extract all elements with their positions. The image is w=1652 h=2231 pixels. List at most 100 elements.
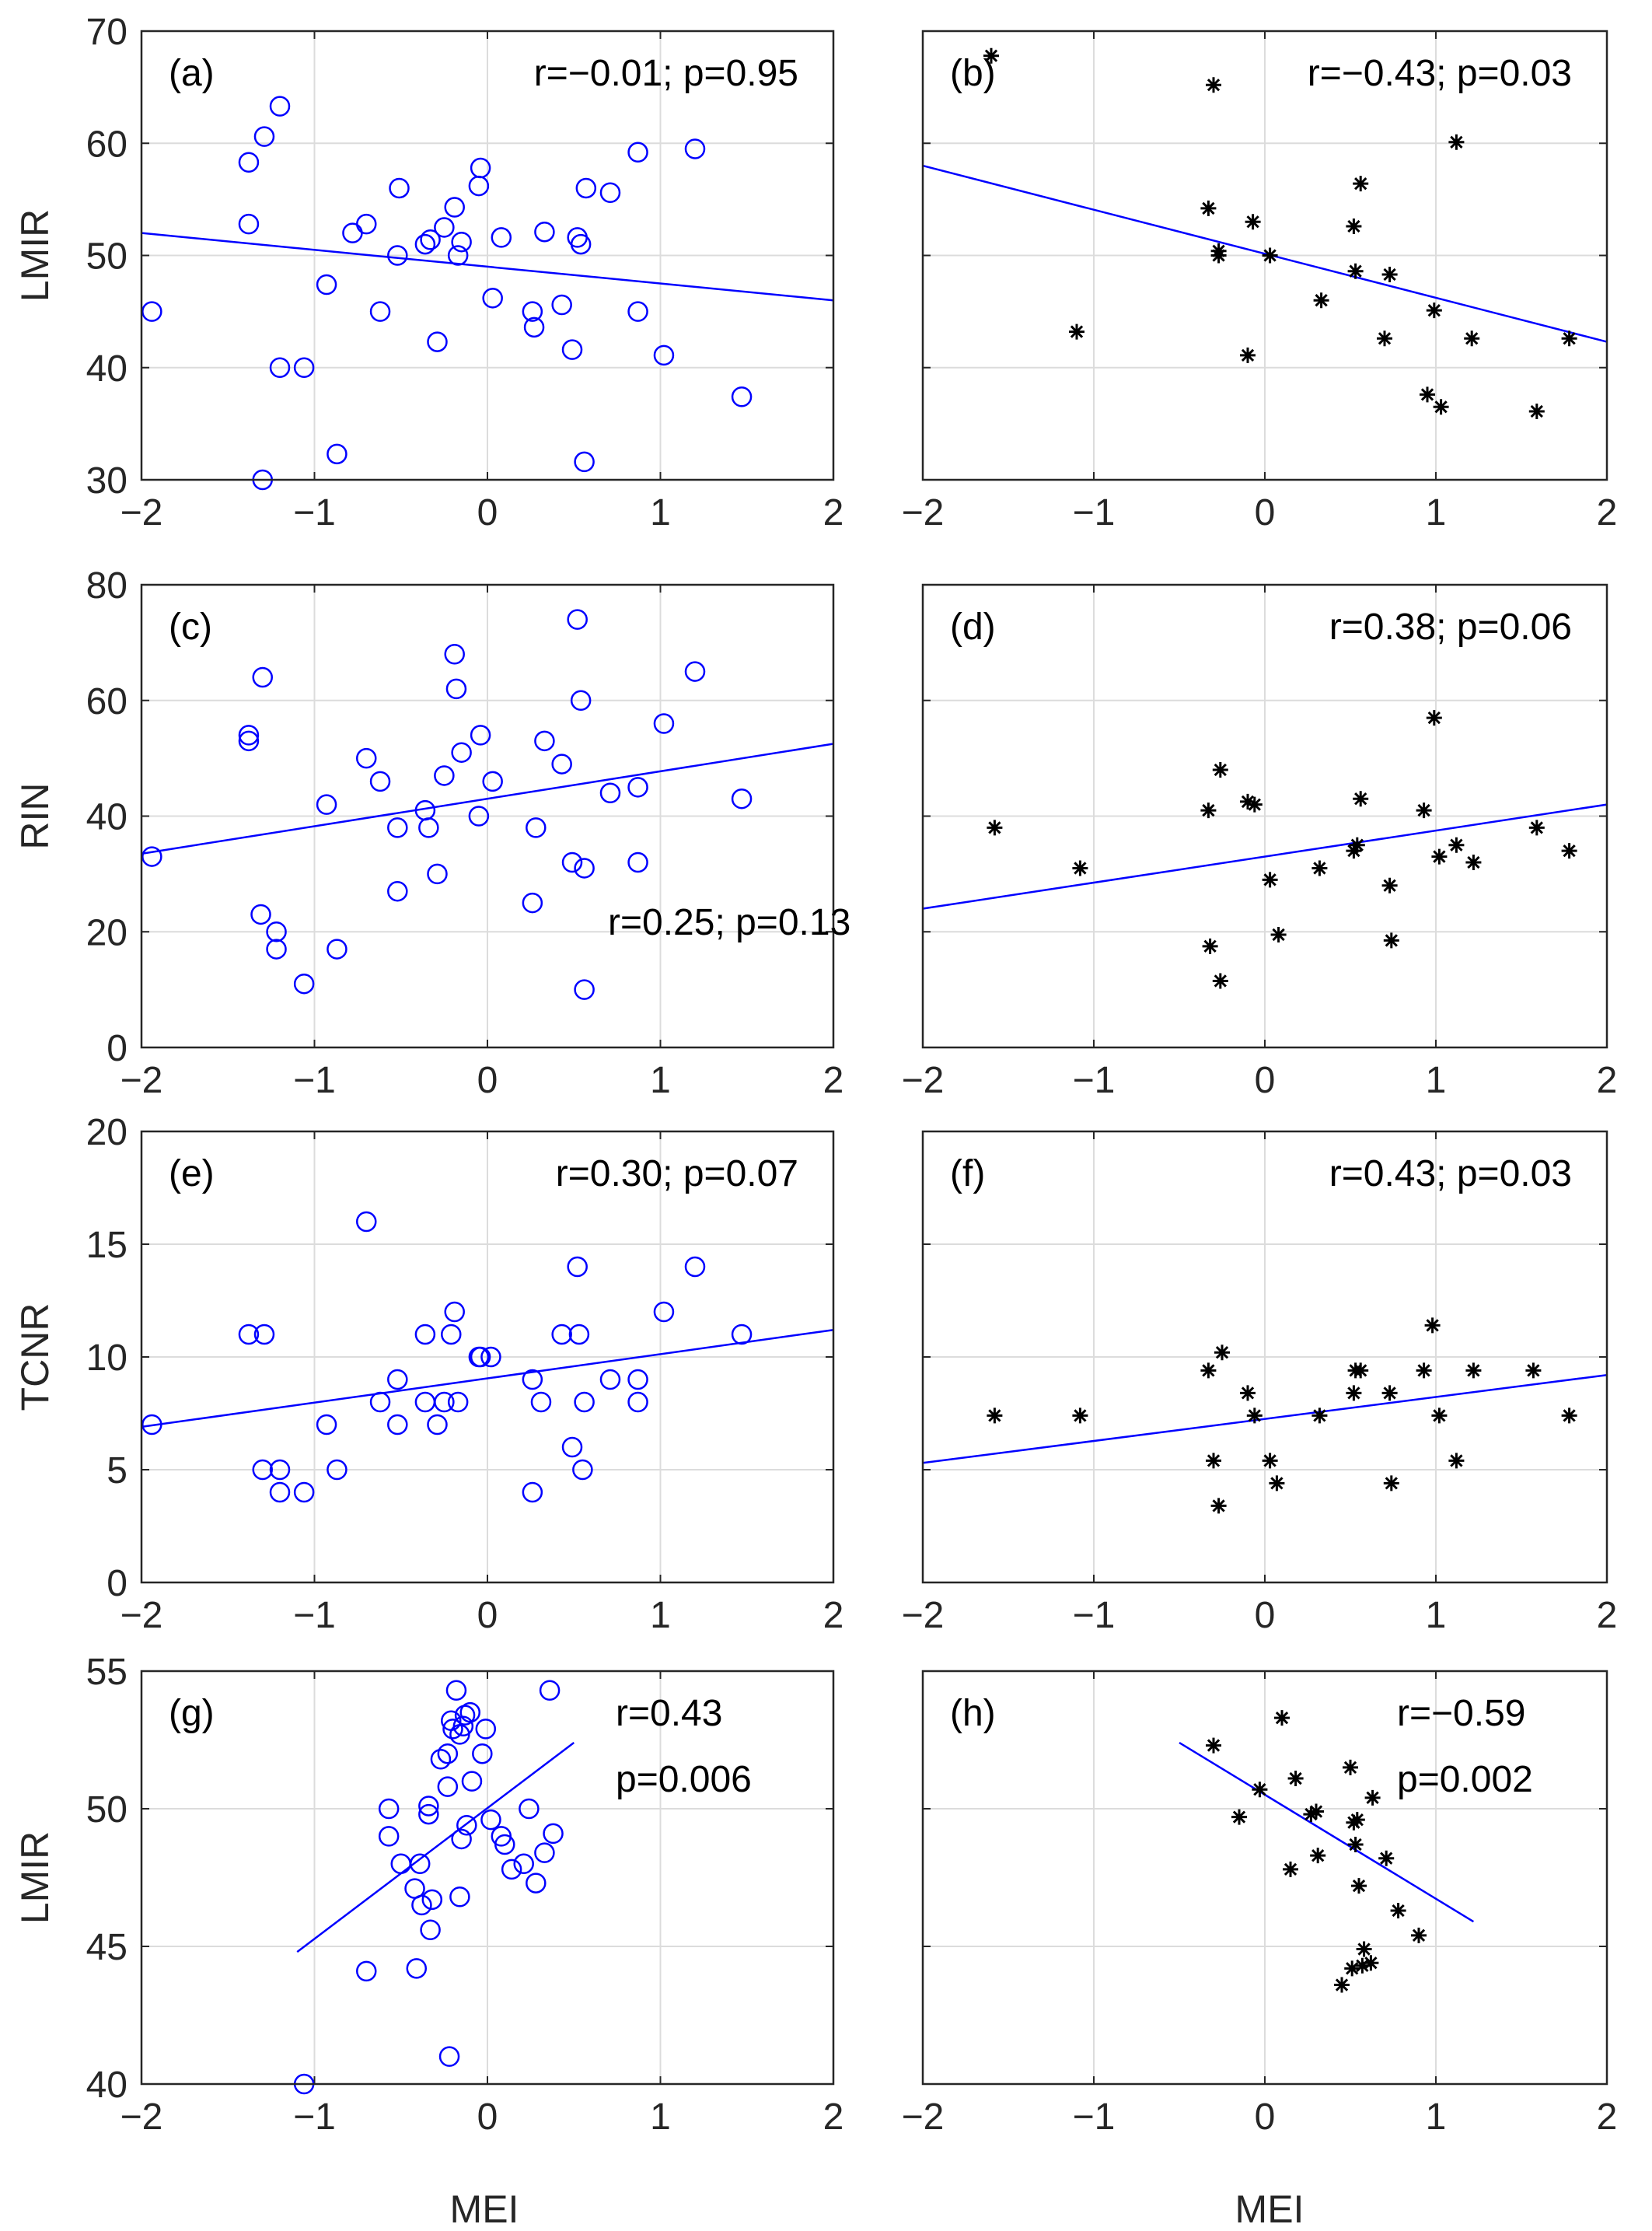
x-tick-label: 2 bbox=[823, 1060, 844, 1101]
panel-label: (h) bbox=[950, 1693, 996, 1734]
data-point bbox=[451, 1828, 472, 1850]
data-point bbox=[411, 1894, 432, 1916]
data-point bbox=[1364, 1789, 1381, 1806]
data-point bbox=[409, 1853, 431, 1875]
data-point bbox=[447, 1391, 469, 1413]
data-point bbox=[731, 386, 753, 407]
stats-annotation: r=−0.01; p=0.95 bbox=[534, 53, 798, 94]
data-point bbox=[1383, 932, 1399, 949]
data-point bbox=[599, 182, 621, 203]
y-axis-label: LMIR bbox=[13, 209, 57, 302]
data-point bbox=[414, 1324, 436, 1345]
y-tick-label: 55 bbox=[86, 1652, 127, 1693]
data-point bbox=[434, 217, 455, 238]
data-point bbox=[987, 820, 1003, 836]
data-point bbox=[418, 1796, 439, 1817]
x-tick-label: −2 bbox=[120, 492, 163, 533]
data-point bbox=[269, 1459, 291, 1481]
data-point bbox=[356, 213, 377, 235]
x-tick-label: 2 bbox=[823, 1595, 844, 1636]
data-point bbox=[430, 1749, 452, 1770]
data-point bbox=[327, 939, 348, 960]
y-axis-label: TCNR bbox=[13, 1303, 57, 1411]
stats-annotation: r=0.43; p=0.03 bbox=[1329, 1153, 1572, 1194]
x-tick-label: 0 bbox=[477, 2096, 498, 2138]
x-tick-label: −2 bbox=[120, 1060, 163, 1101]
data-point bbox=[1252, 1782, 1268, 1798]
x-axis-label-right: MEI bbox=[1235, 2187, 1304, 2231]
x-tick-label: 2 bbox=[1597, 2096, 1618, 2138]
x-tick-label: 0 bbox=[477, 492, 498, 533]
data-point bbox=[250, 904, 271, 925]
data-point bbox=[574, 979, 595, 1000]
x-tick-label: −1 bbox=[1073, 492, 1116, 533]
plot-frame bbox=[140, 583, 835, 1049]
y-tick-label: 60 bbox=[86, 681, 127, 722]
data-point bbox=[420, 1919, 441, 1941]
data-point bbox=[1210, 243, 1227, 259]
data-point bbox=[449, 1887, 470, 1908]
x-tick-label: 1 bbox=[1426, 1595, 1447, 1636]
y-tick-label: 15 bbox=[86, 1225, 127, 1266]
panel-g: −2 −1 0 1 2 40 45 50 55 LMIR (g) r=0.43 p=0.006 bbox=[13, 1652, 843, 2138]
y-tick-label: 70 bbox=[86, 12, 127, 53]
data-point bbox=[434, 765, 455, 786]
data-point bbox=[1353, 176, 1369, 192]
data-point bbox=[987, 1407, 1003, 1424]
data-point bbox=[1202, 938, 1218, 954]
data-point bbox=[627, 1391, 648, 1413]
data-point bbox=[526, 817, 547, 838]
data-point bbox=[1353, 791, 1369, 807]
data-point bbox=[252, 1459, 273, 1481]
data-point bbox=[653, 344, 675, 366]
regression-line bbox=[141, 743, 834, 855]
data-point bbox=[420, 229, 441, 250]
data-point bbox=[561, 339, 583, 360]
data-point bbox=[238, 213, 260, 235]
data-point bbox=[684, 138, 706, 159]
data-point bbox=[238, 725, 260, 746]
x-tick-label: 1 bbox=[650, 2096, 671, 2138]
data-point bbox=[522, 1481, 543, 1503]
data-point bbox=[452, 1715, 474, 1737]
y-tick-label: 20 bbox=[86, 912, 127, 953]
data-point bbox=[434, 1391, 455, 1413]
x-tick-label: −1 bbox=[1073, 1060, 1116, 1101]
y-tick-label: 40 bbox=[86, 797, 127, 838]
data-point bbox=[427, 1414, 448, 1435]
x-tick-label: 2 bbox=[823, 492, 844, 533]
data-point bbox=[534, 1842, 555, 1863]
data-point bbox=[1528, 820, 1545, 836]
y-tick-label: 20 bbox=[86, 1112, 127, 1153]
data-point bbox=[570, 690, 592, 711]
panel-a: −2 −1 0 1 2 30 40 50 60 70 LMIR (a) r=−0.01; p=0.95 bbox=[13, 12, 843, 533]
x-tick-label: 1 bbox=[650, 1060, 671, 1101]
data-point bbox=[627, 777, 648, 798]
data-point bbox=[1072, 1407, 1088, 1424]
plot-frame bbox=[921, 1670, 1608, 2086]
data-point bbox=[269, 357, 291, 378]
data-point bbox=[1310, 1848, 1326, 1864]
data-point bbox=[441, 1324, 462, 1345]
data-point bbox=[1381, 267, 1398, 283]
data-point bbox=[461, 1771, 483, 1792]
data-point bbox=[444, 644, 465, 665]
regression-line bbox=[141, 232, 834, 302]
data-point bbox=[1346, 843, 1362, 859]
x-tick-label: 1 bbox=[1426, 492, 1447, 533]
data-point bbox=[238, 152, 260, 173]
panel-label: (g) bbox=[169, 1693, 215, 1734]
data-point bbox=[1525, 1362, 1542, 1379]
data-point bbox=[561, 851, 583, 873]
data-point bbox=[266, 921, 287, 942]
data-point bbox=[1246, 796, 1263, 813]
panel-label: (a) bbox=[169, 53, 215, 94]
x-tick-label: −1 bbox=[293, 1060, 336, 1101]
data-point bbox=[387, 245, 408, 266]
data-point bbox=[1416, 803, 1432, 819]
data-point bbox=[1465, 1362, 1482, 1379]
data-point bbox=[1200, 1362, 1217, 1379]
x-tick-label: −2 bbox=[120, 2096, 163, 2138]
